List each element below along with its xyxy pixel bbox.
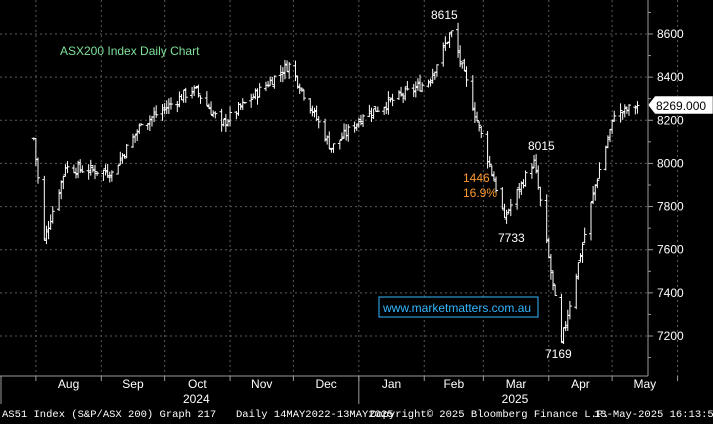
- annotation-drop-pct: 16.9%: [463, 186, 497, 200]
- annotation-apr-low: 7169: [545, 347, 572, 361]
- annotation-peak: 8615: [431, 8, 458, 22]
- x-tick-label: Feb: [443, 377, 464, 391]
- footer-timestamp: 13-May-2025 16:13:57: [594, 409, 713, 421]
- annotation-mar-high: 8015: [528, 139, 555, 153]
- y-tick-label: 8200: [657, 113, 684, 127]
- y-tick-label: 7400: [657, 286, 684, 300]
- y-tick-label: 7200: [657, 329, 684, 343]
- x-tick-label: Oct: [188, 377, 207, 391]
- footer-range: Daily 14MAY2022-13MAY2025: [236, 409, 394, 421]
- x-axis-ticks: Aug Sep Oct Nov Dec Jan Feb Mar Apr May 2024 2025: [0, 376, 679, 406]
- gridlines: [0, 0, 679, 376]
- y-tick-label: 8000: [657, 156, 684, 170]
- x-year-label: 2024: [183, 392, 210, 406]
- y-tick-label: 8600: [657, 27, 684, 41]
- chart-title: ASX200 Index Daily Chart: [60, 44, 200, 58]
- footer-copyright: Copyright© 2025 Bloomberg Finance L.P.: [370, 409, 610, 421]
- last-price-label: 8269.000: [656, 99, 706, 113]
- y-tick-label: 7800: [657, 200, 684, 214]
- x-year-label: 2025: [502, 392, 529, 406]
- y-tick-label: 8400: [657, 70, 684, 84]
- x-tick-label: Mar: [506, 377, 527, 391]
- x-tick-label: May: [633, 377, 656, 391]
- x-tick-label: Apr: [571, 377, 590, 391]
- y-axis-ticks: 7200 7400 7600 7800 8000 8200 8400 8600: [648, 11, 684, 359]
- x-tick-label: Aug: [58, 377, 79, 391]
- watermark-box: [378, 296, 539, 318]
- last-price-tag: [647, 95, 713, 115]
- y-tick-label: 7600: [657, 243, 684, 257]
- annotation-drop-points: 1446: [463, 171, 490, 185]
- x-tick-label: Nov: [251, 377, 272, 391]
- watermark-text: www.marketmatters.com.au: [382, 301, 531, 315]
- footer-ticker: AS51 Index (S&P/ASX 200) Graph 217: [2, 409, 217, 421]
- x-tick-label: Jan: [382, 377, 401, 391]
- annotation-mar-low: 7733: [498, 231, 525, 245]
- x-tick-label: Sep: [122, 377, 144, 391]
- footer-bar: AS51 Index (S&P/ASX 200) Graph 217 Daily…: [0, 406, 713, 424]
- x-tick-label: Dec: [315, 377, 336, 391]
- price-bars: [31, 22, 640, 344]
